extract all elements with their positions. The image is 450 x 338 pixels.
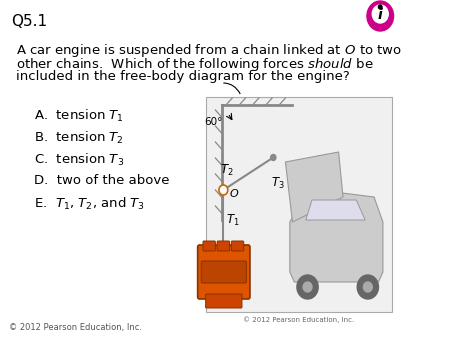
Text: other chains.  Which of the following forces $should$ be: other chains. Which of the following for…	[16, 56, 373, 73]
FancyBboxPatch shape	[217, 241, 230, 251]
Text: A.  tension $T_1$: A. tension $T_1$	[34, 108, 123, 124]
Circle shape	[357, 275, 378, 299]
Text: $T_2$: $T_2$	[220, 163, 234, 178]
Text: B.  tension $T_2$: B. tension $T_2$	[34, 130, 123, 146]
Circle shape	[270, 154, 276, 161]
Text: © 2012 Pearson Education, Inc.: © 2012 Pearson Education, Inc.	[9, 323, 142, 332]
FancyBboxPatch shape	[206, 294, 242, 308]
Circle shape	[219, 185, 228, 195]
Text: E.  $T_1$, $T_2$, and $T_3$: E. $T_1$, $T_2$, and $T_3$	[34, 196, 144, 212]
Text: © 2012 Pearson Education, Inc.: © 2012 Pearson Education, Inc.	[243, 316, 354, 323]
Text: Q5.1: Q5.1	[11, 14, 47, 29]
Text: A car engine is suspended from a chain linked at $O$ to two: A car engine is suspended from a chain l…	[16, 42, 402, 59]
FancyBboxPatch shape	[206, 97, 392, 312]
Text: $T_1$: $T_1$	[226, 213, 240, 227]
Text: C.  tension $T_3$: C. tension $T_3$	[34, 152, 124, 168]
Circle shape	[378, 5, 382, 9]
FancyBboxPatch shape	[203, 241, 216, 251]
Polygon shape	[285, 152, 343, 222]
Polygon shape	[290, 192, 383, 282]
FancyBboxPatch shape	[201, 261, 247, 283]
Text: $T_3$: $T_3$	[271, 175, 285, 191]
Circle shape	[297, 275, 318, 299]
Text: D.  two of the above: D. two of the above	[34, 174, 169, 187]
Circle shape	[372, 5, 388, 23]
Circle shape	[364, 282, 372, 292]
Text: $O$: $O$	[229, 187, 239, 199]
Circle shape	[303, 282, 312, 292]
Text: 60°: 60°	[204, 117, 222, 127]
FancyBboxPatch shape	[198, 245, 250, 299]
Text: included in the free-body diagram for the engine?: included in the free-body diagram for th…	[16, 70, 350, 83]
Text: i: i	[378, 8, 382, 22]
Circle shape	[367, 1, 394, 31]
Polygon shape	[306, 200, 365, 220]
FancyBboxPatch shape	[231, 241, 244, 251]
